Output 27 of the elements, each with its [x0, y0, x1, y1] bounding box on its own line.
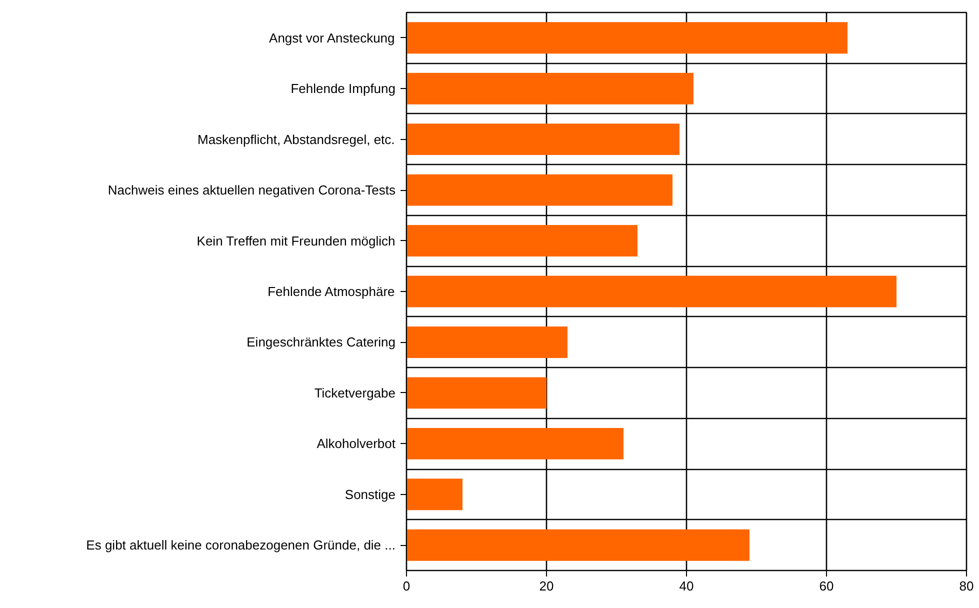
bar: [406, 377, 546, 409]
x-tick-label: 0: [402, 578, 410, 594]
bar: [406, 124, 680, 156]
y-tick-label: Nachweis eines aktuellen negativen Corona-Tests: [108, 182, 396, 198]
y-tick-label: Angst vor Ansteckung: [269, 30, 395, 46]
bar: [406, 529, 750, 561]
bar: [406, 478, 462, 510]
x-tick-label: 60: [819, 578, 834, 594]
x-tick-label: 20: [539, 578, 554, 594]
y-tick-label: Kein Treffen mit Freunden möglich: [196, 233, 396, 248]
y-tick-label: Es gibt aktuell keine coronabezogenen Gründe, die ...: [86, 538, 396, 553]
bar: [406, 276, 896, 308]
y-tick-label: Eingeschränktes Catering: [246, 334, 396, 350]
y-tick-label: Ticketvergabe: [314, 385, 396, 400]
y-tick-label: Fehlende Atmosphäre: [268, 284, 395, 299]
y-tick-label: Fehlende Impfung: [290, 81, 396, 96]
bar: [406, 72, 694, 104]
bar: [406, 428, 624, 460]
bar: [406, 174, 672, 206]
bar: [406, 22, 848, 54]
x-tick-label: 40: [679, 578, 694, 594]
x-tick-label: 80: [959, 578, 974, 594]
y-tick-label: Maskenpflicht, Abstandsregel, etc.: [198, 132, 395, 147]
bar: [406, 326, 568, 358]
bar: [406, 225, 638, 256]
y-tick-label: Alkoholverbot: [316, 436, 396, 452]
y-tick-label: Sonstige: [344, 486, 396, 502]
